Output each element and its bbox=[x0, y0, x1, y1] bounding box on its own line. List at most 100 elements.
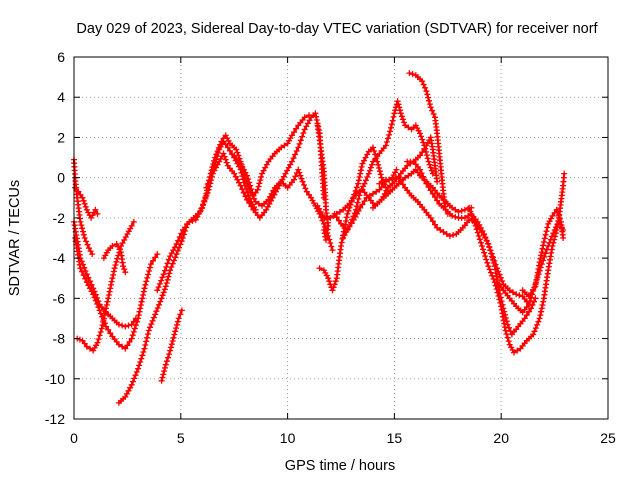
data-point-marker bbox=[500, 317, 507, 324]
data-point-marker bbox=[171, 244, 178, 251]
data-point-marker bbox=[560, 235, 567, 241]
data-point-marker bbox=[487, 269, 494, 276]
data-point-marker bbox=[534, 321, 541, 328]
data-point-marker bbox=[119, 343, 126, 350]
series-track-10 bbox=[203, 138, 259, 213]
data-point-marker bbox=[388, 124, 394, 131]
data-point-marker bbox=[154, 251, 161, 258]
data-point-marker bbox=[405, 124, 412, 131]
data-point-marker bbox=[409, 71, 416, 78]
data-point-marker bbox=[221, 153, 228, 160]
y-tick-label: 2 bbox=[57, 129, 65, 145]
data-point-marker bbox=[343, 218, 349, 224]
x-tick-label: 0 bbox=[70, 430, 78, 446]
data-point-marker bbox=[178, 230, 185, 237]
data-point-marker bbox=[97, 310, 104, 317]
series-track-7 bbox=[115, 110, 327, 406]
data-point-marker bbox=[425, 158, 432, 165]
data-point-marker bbox=[313, 113, 320, 120]
data-point-marker bbox=[362, 177, 369, 184]
data-point-marker bbox=[81, 200, 88, 207]
data-point-marker bbox=[526, 293, 532, 300]
data-point-marker bbox=[399, 181, 406, 188]
data-point-marker bbox=[246, 179, 253, 186]
data-point-marker bbox=[128, 335, 135, 342]
data-point-marker bbox=[346, 200, 353, 207]
data-point-marker bbox=[207, 173, 214, 180]
data-point-marker bbox=[173, 241, 180, 247]
data-point-marker bbox=[397, 110, 404, 117]
series-track-21 bbox=[466, 170, 568, 356]
data-point-marker bbox=[166, 351, 173, 358]
data-point-marker bbox=[338, 239, 345, 246]
data-point-marker bbox=[450, 232, 457, 238]
data-point-marker bbox=[487, 247, 494, 254]
data-point-marker bbox=[353, 184, 360, 191]
data-point-marker bbox=[426, 101, 433, 108]
data-point-marker bbox=[345, 207, 352, 214]
data-point-marker bbox=[531, 328, 538, 335]
data-point-marker bbox=[156, 280, 163, 287]
data-point-marker bbox=[526, 308, 532, 315]
data-point-marker bbox=[257, 177, 264, 184]
data-point-marker bbox=[434, 197, 441, 204]
data-point-marker bbox=[144, 334, 151, 341]
data-point-marker bbox=[541, 235, 548, 242]
data-point-marker bbox=[105, 295, 112, 302]
data-point-marker bbox=[242, 193, 249, 200]
data-point-marker bbox=[158, 377, 165, 384]
data-point-marker bbox=[135, 315, 142, 322]
data-point-marker bbox=[490, 256, 496, 263]
data-point-marker bbox=[137, 359, 144, 365]
data-point-marker bbox=[248, 186, 255, 193]
data-point-marker bbox=[514, 347, 521, 354]
data-point-marker bbox=[132, 372, 139, 379]
y-tick-label: -10 bbox=[45, 371, 65, 387]
x-tick-label: 5 bbox=[177, 430, 185, 446]
data-point-marker bbox=[94, 339, 101, 346]
data-point-marker bbox=[479, 243, 485, 249]
data-point-marker bbox=[296, 169, 303, 176]
data-point-marker bbox=[497, 274, 504, 281]
data-point-marker bbox=[83, 279, 90, 286]
series-track-17 bbox=[370, 166, 475, 215]
data-point-marker bbox=[174, 321, 180, 328]
data-point-marker bbox=[178, 307, 185, 314]
series-track-22 bbox=[493, 218, 567, 316]
data-point-marker bbox=[428, 167, 435, 174]
data-point-marker bbox=[168, 344, 174, 351]
data-point-marker bbox=[541, 253, 548, 260]
data-point-marker bbox=[333, 214, 340, 221]
data-point-marker bbox=[226, 147, 233, 154]
data-point-marker bbox=[200, 201, 207, 208]
data-point-marker bbox=[147, 261, 154, 268]
data-point-marker bbox=[363, 194, 370, 201]
data-point-marker bbox=[213, 156, 219, 163]
data-point-marker bbox=[383, 139, 390, 145]
data-point-marker bbox=[485, 241, 492, 247]
data-point-marker bbox=[130, 328, 137, 335]
data-point-marker bbox=[297, 137, 304, 144]
data-point-marker bbox=[434, 178, 441, 185]
data-point-marker bbox=[203, 184, 210, 191]
data-point-marker bbox=[128, 222, 135, 229]
data-point-marker bbox=[148, 321, 155, 328]
data-point-marker bbox=[357, 170, 364, 177]
data-point-marker bbox=[401, 119, 407, 126]
data-point-marker bbox=[85, 274, 92, 281]
data-point-marker bbox=[296, 140, 303, 147]
data-point-marker bbox=[298, 175, 305, 182]
data-point-marker bbox=[158, 295, 165, 302]
data-point-marker bbox=[376, 180, 383, 187]
data-point-marker bbox=[419, 149, 426, 156]
data-point-marker bbox=[79, 194, 86, 201]
data-point-marker bbox=[77, 265, 84, 272]
x-tick-label: 20 bbox=[493, 430, 509, 446]
data-point-marker bbox=[376, 165, 382, 171]
data-point-marker bbox=[475, 233, 482, 239]
plot-frame bbox=[73, 56, 609, 420]
data-point-marker bbox=[543, 246, 550, 253]
data-point-marker bbox=[288, 158, 295, 165]
data-point-marker bbox=[105, 326, 112, 333]
data-point-marker bbox=[328, 243, 335, 250]
